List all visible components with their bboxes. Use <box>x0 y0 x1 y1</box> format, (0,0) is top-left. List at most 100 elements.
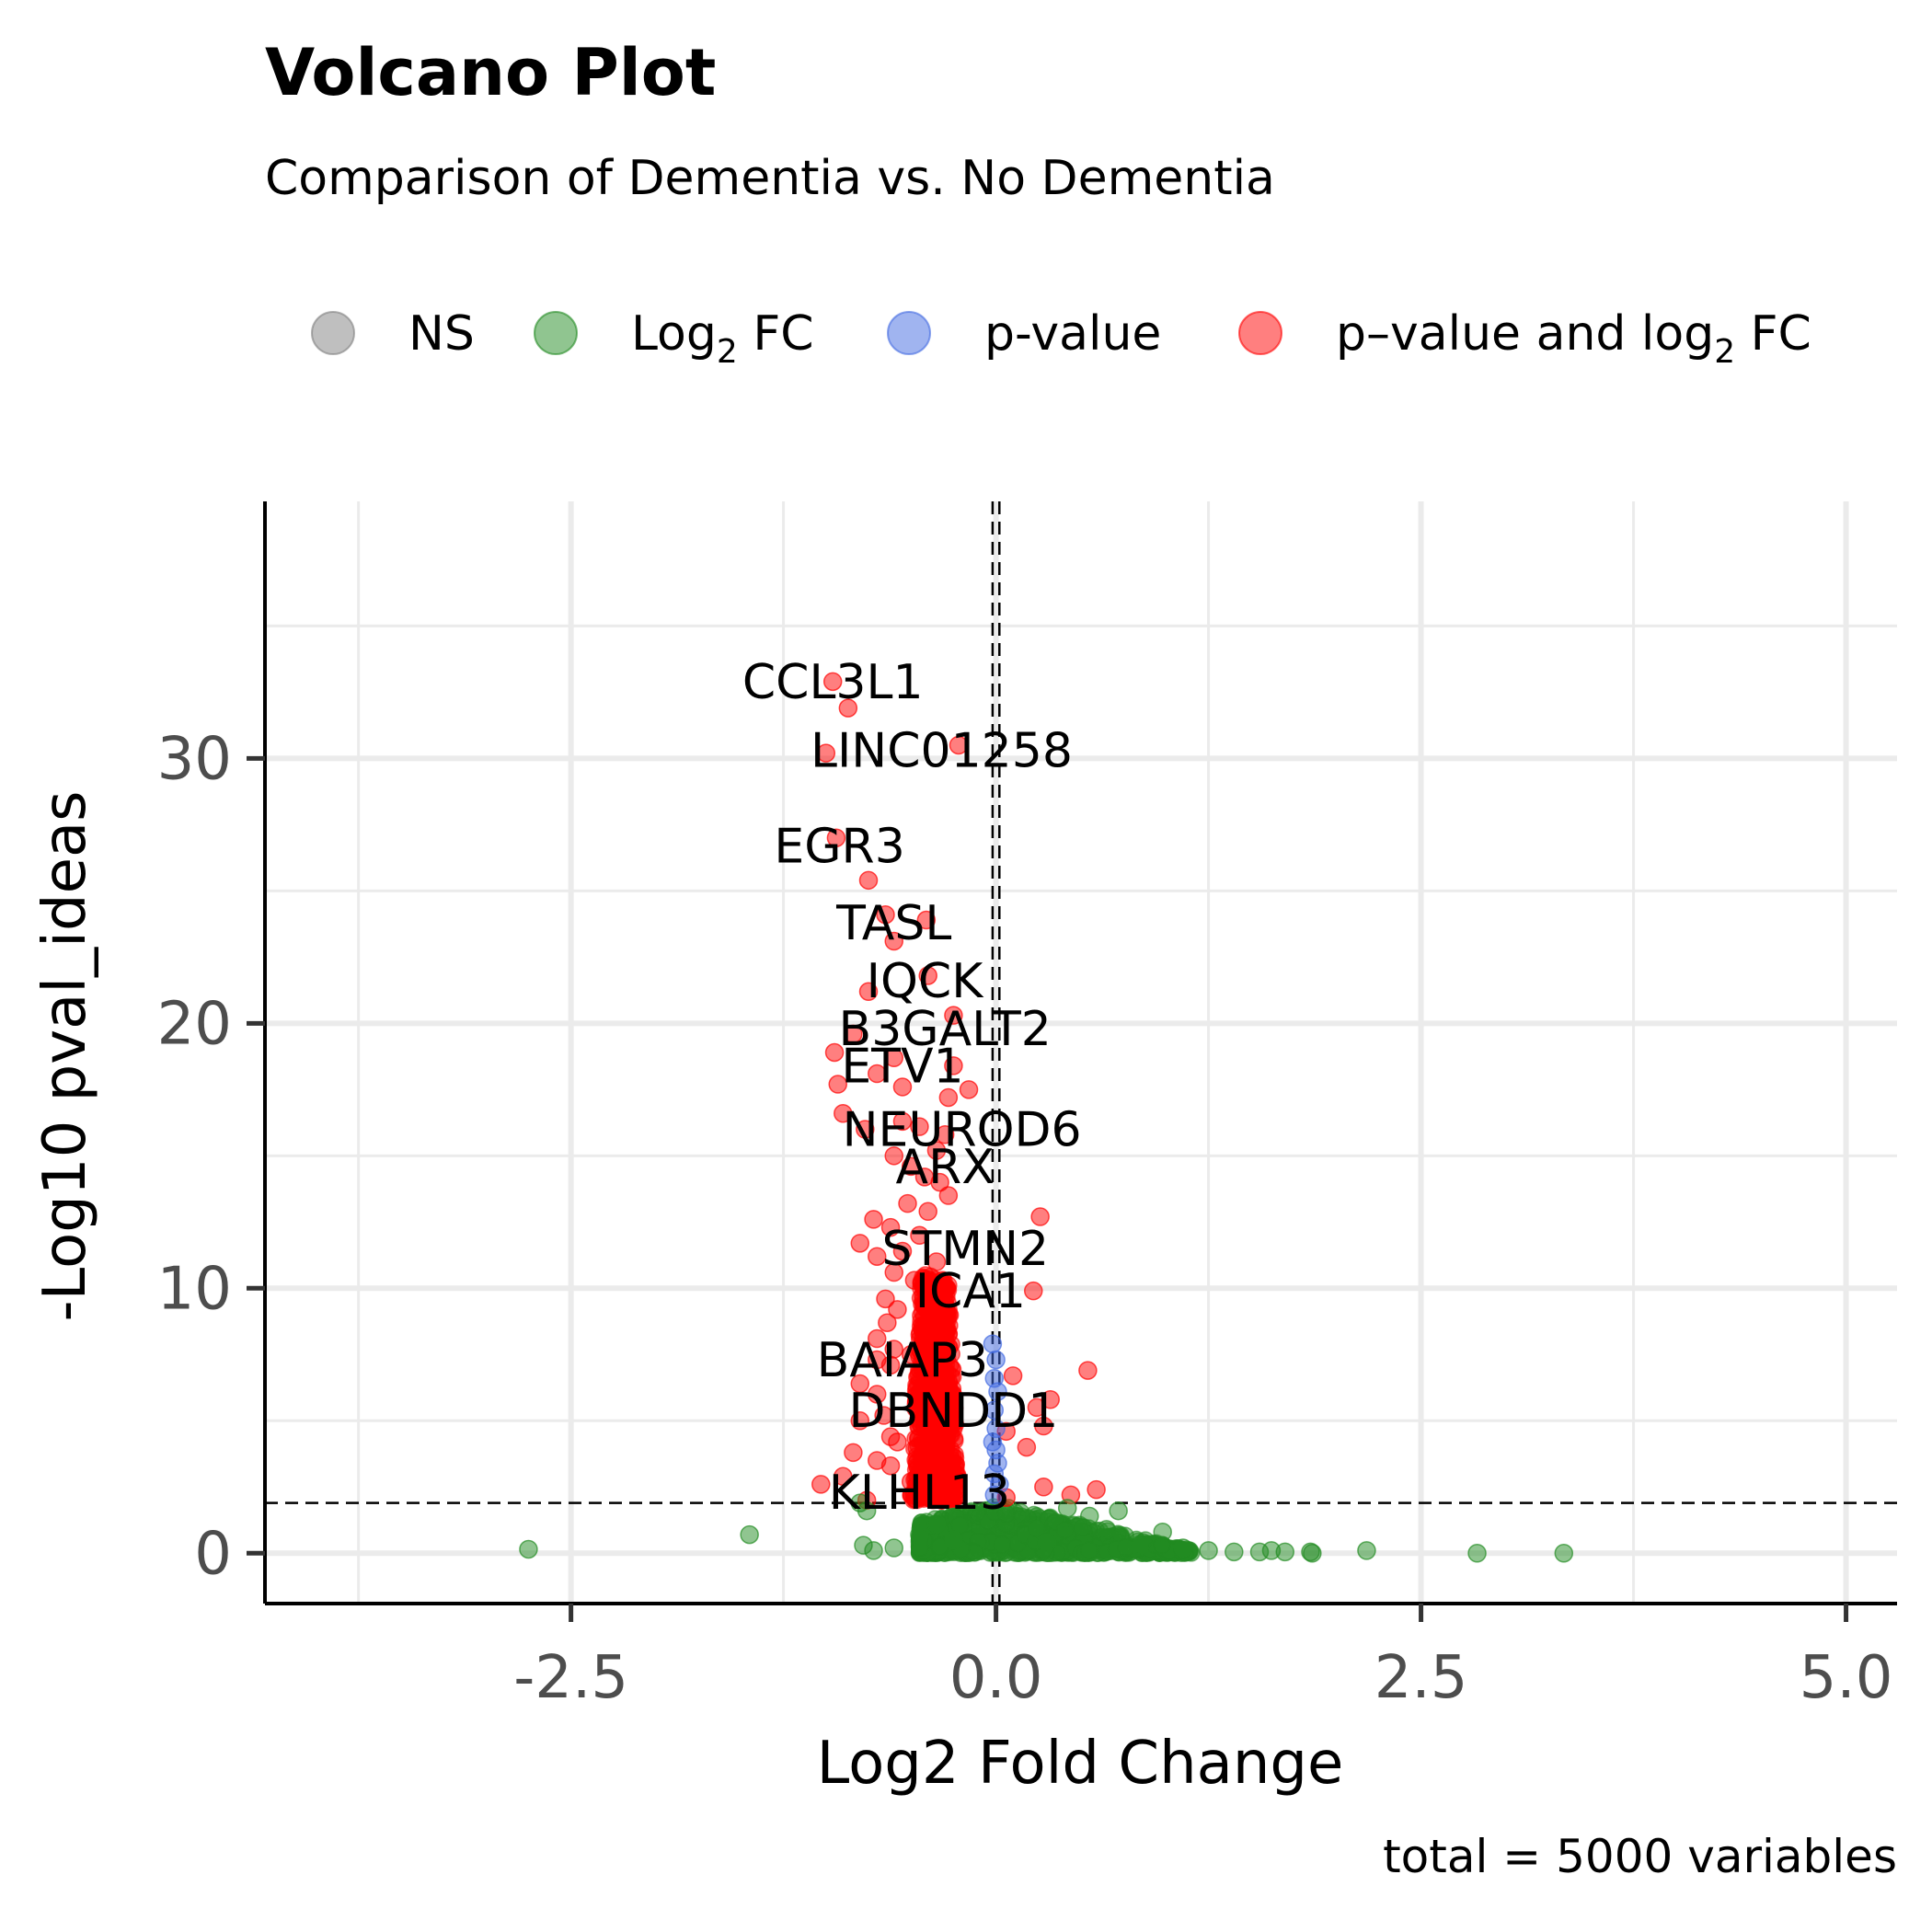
data-point-both <box>959 1080 979 1099</box>
data-point-both <box>932 1490 951 1510</box>
data-point-both <box>850 1234 870 1253</box>
data-point-both <box>930 1172 949 1192</box>
x-tick-label: 2.5 <box>1374 1644 1468 1712</box>
data-point-both <box>944 1006 963 1025</box>
data-point-p <box>984 1485 1005 1505</box>
y-tick-label: 30 <box>157 725 232 793</box>
data-point-both <box>868 1064 887 1084</box>
x-tick-label: -2.5 <box>513 1644 628 1712</box>
data-point-both <box>822 672 843 692</box>
data-point-both <box>910 1225 929 1245</box>
data-point-both <box>838 698 858 718</box>
gene-label: ICA1 <box>915 1264 1026 1319</box>
data-point-fc <box>926 1514 947 1534</box>
grid <box>265 501 1897 1604</box>
data-point-both <box>901 1472 921 1491</box>
data-point-both <box>868 1247 887 1266</box>
data-point-both <box>949 735 969 755</box>
data-point-both <box>901 1345 921 1364</box>
data-point-fc <box>1079 1506 1099 1526</box>
data-point-fc <box>1199 1541 1218 1560</box>
data-point-fc <box>1467 1544 1487 1563</box>
cloud-point <box>920 1307 939 1326</box>
gene-label: IQCK <box>867 954 985 1009</box>
chart-title: Volcano Plot <box>265 35 716 110</box>
data-point-fc <box>1057 1499 1077 1518</box>
cloud-point <box>1079 1541 1098 1559</box>
legend-key-p <box>887 311 931 355</box>
data-point-fc <box>1131 1535 1150 1555</box>
data-point-both <box>834 1466 853 1487</box>
data-point-both <box>926 1141 947 1160</box>
data-point-both <box>844 1024 863 1044</box>
data-point-both <box>816 743 836 763</box>
cloud-point <box>993 1535 1011 1554</box>
data-point-both <box>910 1117 929 1136</box>
data-point-both <box>926 1252 947 1271</box>
y-tick-label: 20 <box>157 990 232 1058</box>
legend-label-both: p–value and log2 FC <box>1336 306 1811 371</box>
data-point-fc <box>1153 1522 1172 1542</box>
y-tick-label: 10 <box>157 1255 232 1323</box>
gene-label: KLHL13 <box>829 1466 1010 1521</box>
data-point-both <box>1024 1281 1043 1301</box>
data-point-both <box>811 1475 831 1494</box>
data-point-both <box>834 1103 853 1123</box>
data-point-both <box>868 1328 887 1349</box>
data-point-fc <box>1109 1501 1128 1521</box>
data-point-both <box>1027 1397 1047 1418</box>
data-point-both <box>935 1125 955 1144</box>
legend-key-fc <box>534 311 578 355</box>
x-tick-label: 0.0 <box>949 1644 1043 1712</box>
data-point-both <box>918 966 937 985</box>
data-point-both <box>1017 1437 1037 1457</box>
cloud-point <box>940 1338 959 1357</box>
data-point-fc <box>1303 1544 1322 1563</box>
data-point-fc <box>1097 1520 1116 1539</box>
legend-label-fc: Log2 FC <box>631 306 814 371</box>
data-point-both <box>904 1271 925 1290</box>
data-point-both <box>876 1289 895 1309</box>
legend: NS Log2 FC p-value p–value and log2 FC <box>311 306 1811 371</box>
y-axis-label: -Log10 pval_ideas <box>31 790 99 1321</box>
gene-label: LINC01258 <box>811 724 1073 779</box>
gene-label: ETV1 <box>841 1039 963 1094</box>
data-point-both <box>938 1087 959 1108</box>
cloud-point <box>944 1447 962 1466</box>
legend-label-p: p-value <box>984 306 1161 362</box>
data-point-both <box>824 1042 845 1063</box>
data-point-both <box>1030 1207 1050 1226</box>
x-axis-label: Log2 Fold Change <box>817 1730 1344 1798</box>
data-point-both <box>844 1443 863 1463</box>
data-point-both <box>938 1186 959 1205</box>
data-point-both <box>1034 1416 1053 1436</box>
data-point-both <box>880 1456 901 1476</box>
cloud-point <box>926 1365 944 1385</box>
data-point-both <box>898 1193 917 1213</box>
caption: total = 5000 variables <box>1383 1830 1897 1883</box>
gene-label: ARX <box>896 1140 995 1195</box>
data-point-fc <box>854 1535 873 1555</box>
data-point-fc <box>1037 1533 1057 1553</box>
gene-label: DBNDD1 <box>849 1384 1059 1439</box>
data-point-fc <box>884 1538 903 1558</box>
cloud-point <box>909 1410 927 1429</box>
cloud-point <box>931 1411 949 1430</box>
data-point-fc <box>519 1539 538 1559</box>
cloud-point <box>943 1466 962 1486</box>
gene-label: BAIAP3 <box>817 1333 989 1388</box>
data-point-both <box>1034 1478 1053 1497</box>
threshold-lines <box>265 501 1897 1604</box>
data-point-fc <box>740 1524 759 1545</box>
data-point-both <box>944 1056 963 1075</box>
data-point-both <box>858 982 879 1002</box>
data-point-both <box>850 1374 870 1394</box>
gene-label: B3GALT2 <box>839 1002 1052 1057</box>
data-point-both <box>856 1120 875 1139</box>
data-point-both <box>1087 1479 1106 1500</box>
data-point-both <box>884 1048 903 1068</box>
data-point-both <box>1003 1366 1023 1386</box>
data-points <box>519 672 1574 1563</box>
data-point-both <box>884 1262 903 1282</box>
